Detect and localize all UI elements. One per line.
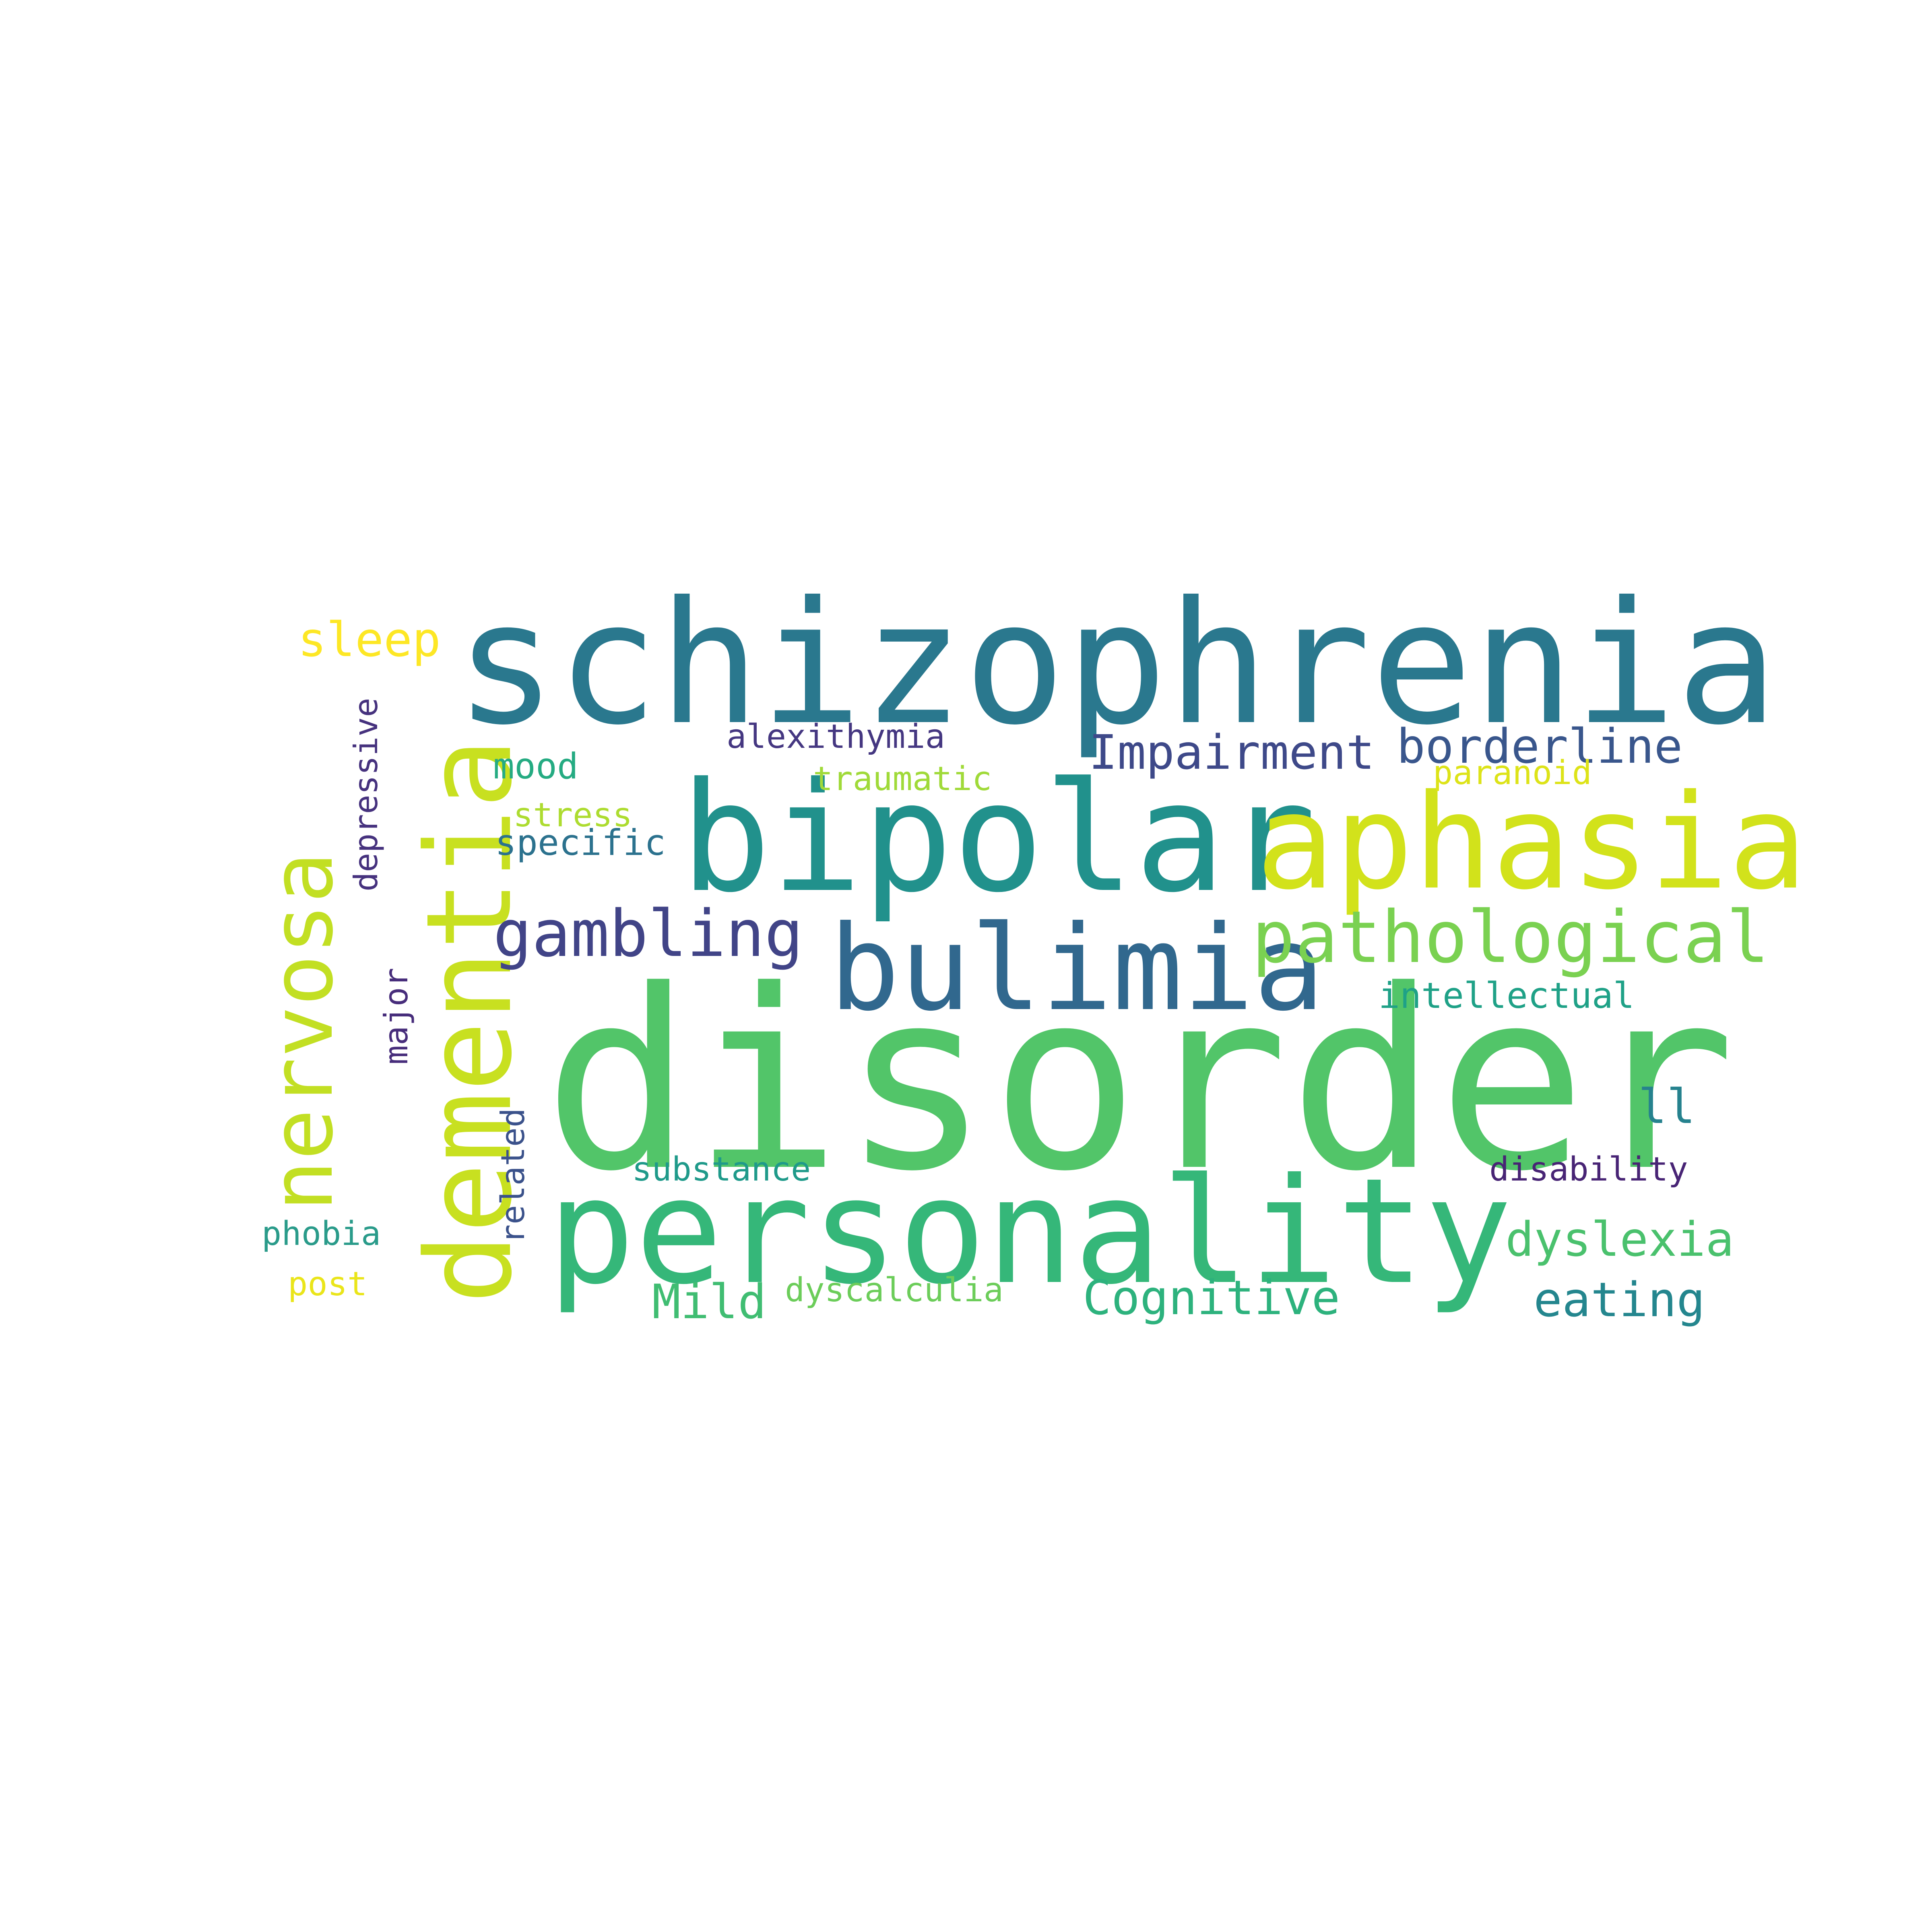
word-disability: disability: [1489, 1150, 1688, 1189]
word-major: major: [378, 968, 415, 1065]
word-mild: Mild: [652, 1274, 767, 1329]
word-impairment: Impairment: [1089, 724, 1375, 780]
word-gambling: gambling: [493, 896, 803, 971]
word-nervosa: nervosa: [252, 852, 352, 1212]
word-specific: specific: [495, 822, 666, 863]
word-eating: eating: [1534, 1272, 1705, 1327]
word-intellectual: intellectual: [1379, 975, 1635, 1016]
word-cognitive: Cognitive: [1083, 1270, 1340, 1325]
word-borderline: borderline: [1397, 718, 1683, 774]
word-bipolar: bipolar: [680, 750, 1317, 926]
word-alexithymia: alexithymia: [727, 718, 945, 756]
word-dyscalculia: dyscalculia: [785, 1271, 1004, 1309]
word-mood: mood: [493, 745, 578, 787]
word-related: related: [494, 1108, 532, 1244]
word-post: post: [288, 1265, 367, 1303]
word-personality: personality: [547, 1147, 1513, 1317]
word-stress: stress: [513, 796, 633, 834]
word-pathological: pathological: [1252, 896, 1769, 979]
word-sleep: sleep: [298, 612, 441, 667]
word-substance: substance: [632, 1150, 811, 1189]
word-aphasia: aphasia: [1256, 766, 1807, 919]
word-paranoid: paranoid: [1433, 754, 1592, 792]
word-dyslexia: dyslexia: [1505, 1212, 1734, 1267]
word-schizophrenia: schizophrenia: [455, 566, 1778, 762]
word-phobia: phobia: [262, 1215, 381, 1253]
word-ll: ll: [1638, 1079, 1696, 1134]
word-bulimia: bulimia: [829, 900, 1325, 1037]
word-disorder: disorder: [543, 937, 1736, 1226]
word-traumatic: traumatic: [813, 760, 992, 798]
word-depressive: depressive: [347, 698, 385, 892]
